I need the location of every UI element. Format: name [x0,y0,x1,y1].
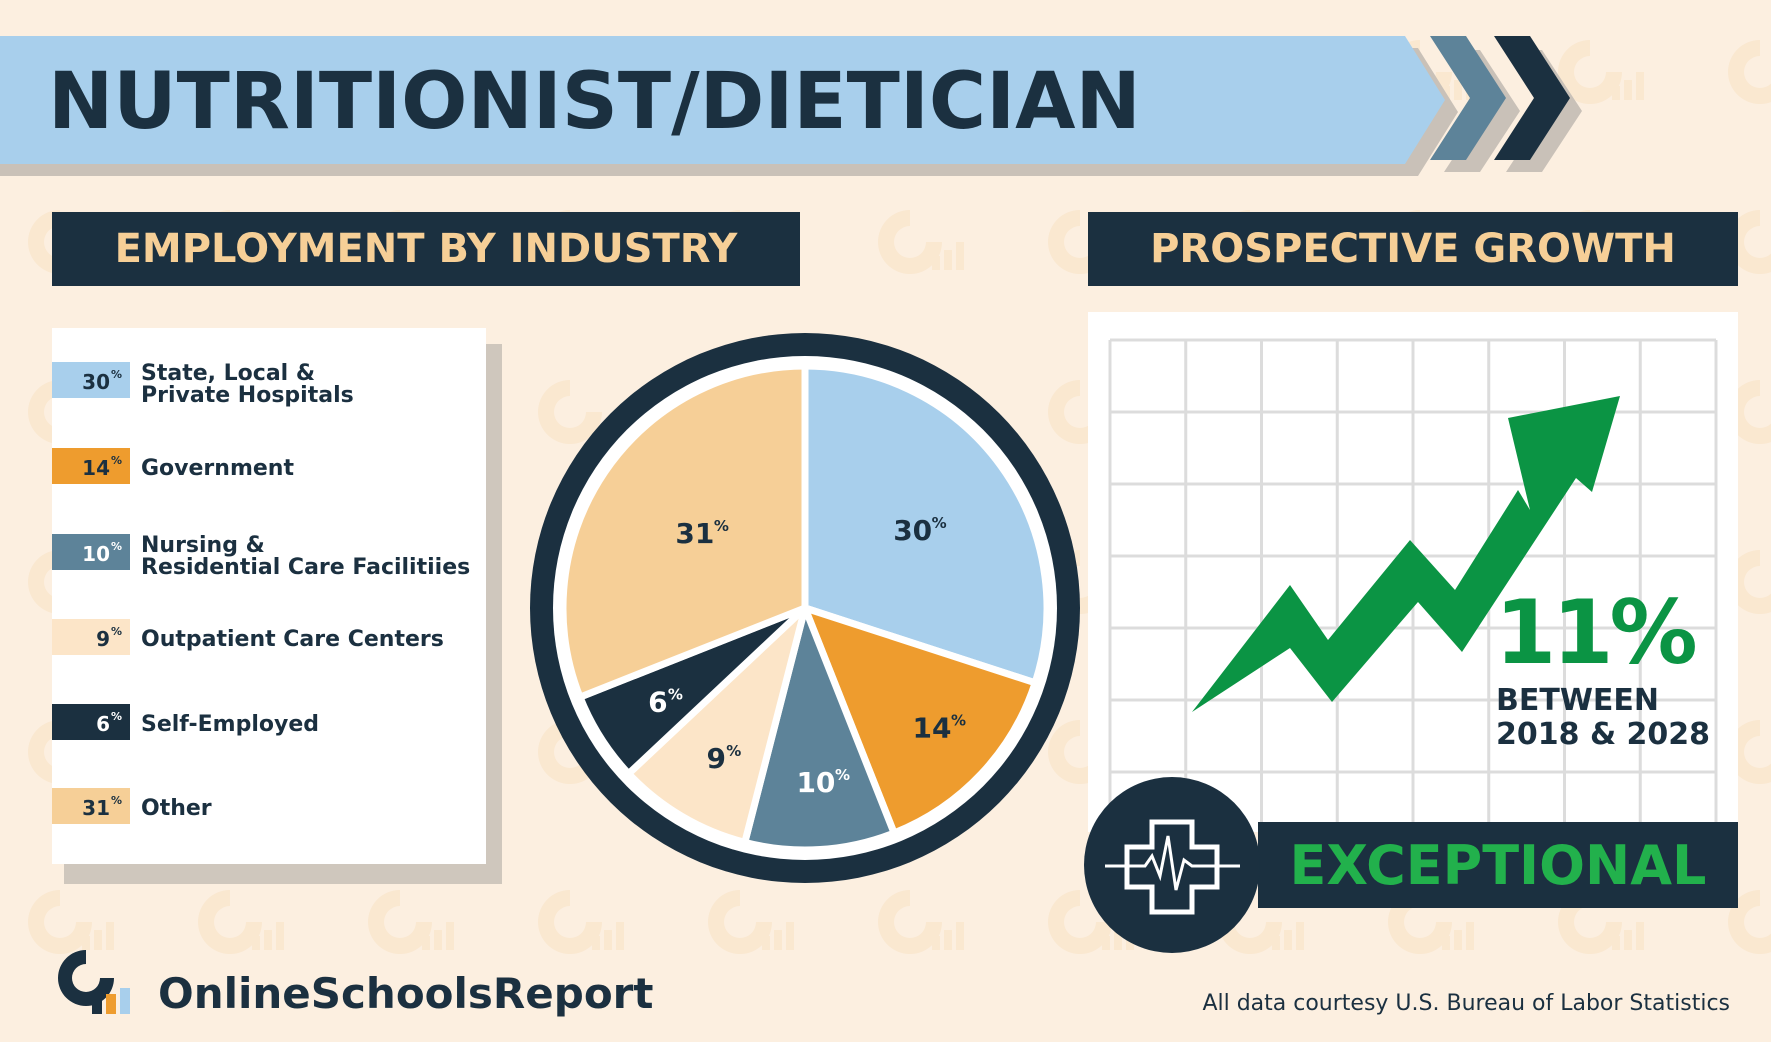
rating-bar-bg [1258,822,1738,908]
legend-percent-sign: % [111,710,122,723]
pie-data-label-percent: % [668,685,683,703]
legend-item: 31% Other [52,788,212,824]
legend-swatch [52,362,130,398]
legend-percent: 10 [82,542,110,566]
legend-percent: 30 [82,370,110,394]
legend-item: 14% Government [52,448,294,484]
pie-slice [801,362,1051,687]
legend-list: 30% State, Local &Private Hospitals 14% Gov… [52,361,470,824]
pie-data-label: 30 [893,514,932,547]
pie-data-label-percent: % [726,742,741,760]
legend-percent: 31 [82,796,110,820]
legend-percent: 14 [82,456,110,480]
legend-label-line1: State, Local & [141,361,315,386]
growth-rating: EXCEPTIONAL [1290,834,1707,897]
header-banner-band [0,36,1445,164]
pie-slice [625,604,809,846]
employment-heading-box: EMPLOYMENT BY INDUSTRY [52,212,800,286]
legend-percent-sign: % [111,540,122,553]
legend-card-body [52,328,486,864]
legend-item: 9% Outpatient Care Centers [52,619,444,655]
growth-percent: 11% [1495,581,1695,684]
legend-swatch [52,619,130,655]
legend-swatch [52,704,130,740]
growth-panel: 11% BETWEEN 2018 & 2028 [1088,312,1738,832]
legend-percent-sign: % [111,625,122,638]
pie-data-label-percent: % [714,517,729,535]
legend-percent-sign: % [111,454,122,467]
legend-percent: 6 [96,712,110,736]
pie-data-label: 9 [707,742,726,775]
brand-name: OnlineSchoolsReport [158,969,653,1018]
pie-slices [559,362,1051,854]
legend-swatch [52,788,130,824]
growth-heading-box: PROSPECTIVE GROWTH [1088,212,1738,286]
pie-data-label: 6 [648,685,667,718]
header-banner: NUTRITIONIST/DIETICIAN [0,36,1582,176]
pie-data-label: 14 [913,711,952,744]
growth-heading: PROSPECTIVE GROWTH [1150,226,1676,272]
pie-labels: 30 %14 %10 %9 %6 %31% [648,514,966,799]
growth-line2: 2018 & 2028 [1496,717,1710,752]
legend-swatch [52,448,130,484]
legend-label-line2: Residential Care Facilitiies [141,555,470,580]
pie-chart: 30 %14 %10 %9 %6 %31% [530,333,1080,883]
legend-percent-sign: % [111,368,122,381]
double-chevron-right-icon [1430,36,1582,172]
pie-slice [801,604,1039,837]
legend-item: 30% State, Local &Private Hospitals [52,361,354,408]
pie-data-label-percent: % [835,766,850,784]
legend-card: 30% State, Local &Private Hospitals 14% Gov… [52,328,502,884]
legend-item: 10% Nursing &Residential Care Facilitiies [52,533,470,580]
legend-item: 6% Self-Employed [52,704,319,740]
pie-slice [559,362,809,701]
pie-data-label: 10 [796,766,835,799]
rating-bar: EXCEPTIONAL [1084,777,1738,953]
pie-data-label: 31 [675,517,714,550]
pie-data-label-percent: % [932,514,947,532]
data-source: All data courtesy U.S. Bureau of Labor S… [1202,991,1730,1016]
pie-slice [741,604,898,854]
legend-percent: 9 [96,627,110,651]
page-title: NUTRITIONIST/DIETICIAN [48,57,1141,147]
pie-data-label-percent: % [951,711,966,729]
online-schools-report-logo-icon [58,950,130,1014]
legend-label-line2: Private Hospitals [141,383,354,408]
legend-percent-sign: % [111,794,122,807]
legend-swatch [52,534,130,570]
growth-line1: BETWEEN [1496,683,1659,718]
legend-label-line1: Nursing & [141,533,265,558]
growth-grid [1108,338,1718,832]
medical-cross-heartbeat-icon [1084,777,1260,953]
trending-up-arrow-icon [1192,396,1620,712]
legend-label: Government [141,456,294,481]
legend-label: Other [141,796,212,821]
employment-heading: EMPLOYMENT BY INDUSTRY [115,226,739,272]
legend-label: Self-Employed [141,712,319,737]
legend-label: Outpatient Care Centers [141,627,444,652]
